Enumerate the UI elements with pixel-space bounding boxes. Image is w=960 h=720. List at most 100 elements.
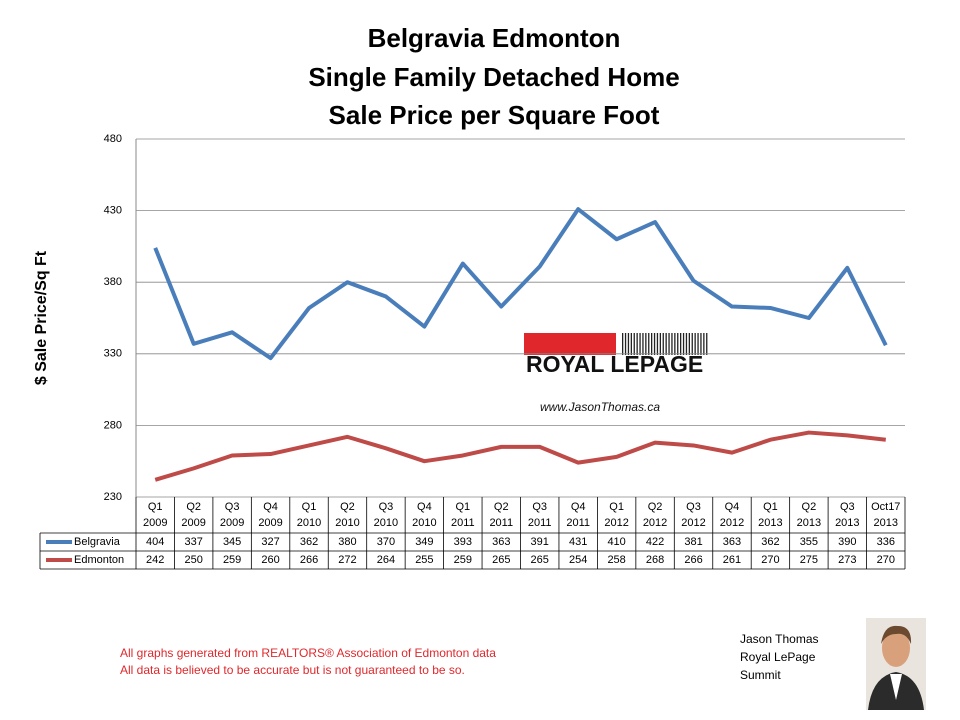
table-value: 272 bbox=[338, 554, 356, 566]
logo-bar bbox=[697, 333, 699, 355]
table-value: 273 bbox=[838, 554, 856, 566]
table-value: 259 bbox=[223, 554, 241, 566]
author: Jason Thomas bbox=[740, 632, 819, 646]
logo-bar bbox=[706, 333, 708, 355]
table-value: 362 bbox=[761, 536, 779, 548]
logo-bar bbox=[636, 333, 638, 355]
logo-bar bbox=[622, 333, 624, 355]
table-value: 254 bbox=[569, 554, 587, 566]
table-value: 265 bbox=[492, 554, 510, 566]
logo-block bbox=[524, 333, 616, 355]
y-tick-label: 380 bbox=[104, 276, 122, 288]
logo-bar bbox=[633, 333, 635, 355]
logo-bar bbox=[674, 333, 676, 355]
x-tick-label: Q1 2011 bbox=[450, 501, 475, 529]
logo-bar bbox=[662, 333, 664, 355]
table-value: 250 bbox=[184, 554, 202, 566]
photo bbox=[866, 618, 926, 710]
x-tick-label: Q3 2010 bbox=[373, 501, 399, 529]
x-tick-label: Q4 2010 bbox=[412, 501, 437, 529]
logo-bar bbox=[648, 333, 650, 355]
x-tick-label: Q1 2009 bbox=[142, 501, 168, 529]
table-value: 337 bbox=[184, 536, 202, 548]
table-value: 327 bbox=[261, 536, 279, 548]
table-value: 381 bbox=[684, 536, 702, 548]
logo-bar bbox=[642, 333, 644, 355]
logo-bar bbox=[645, 333, 647, 355]
logo-bar bbox=[671, 333, 673, 355]
logo-bar bbox=[680, 333, 682, 355]
x-tick-label: Q3 2009 bbox=[219, 501, 245, 529]
table-value: 264 bbox=[377, 554, 395, 566]
table-value: 336 bbox=[877, 536, 895, 548]
logo-bar bbox=[682, 333, 685, 355]
logo-bar bbox=[688, 333, 690, 355]
footnote: All data is believed to be accurate but … bbox=[120, 663, 465, 677]
logo: ROYAL LEPAGE www.JasonThomas.ca bbox=[518, 328, 716, 414]
x-tick-label: Oct17 2013 bbox=[871, 501, 901, 529]
logo-bar bbox=[703, 333, 705, 355]
y-tick-label: 280 bbox=[104, 419, 122, 431]
x-tick-label: Q2 2009 bbox=[181, 501, 206, 529]
x-tick-label: Q3 2012 bbox=[681, 501, 706, 529]
logo-bar bbox=[677, 333, 679, 355]
table-value: 258 bbox=[607, 554, 625, 566]
logo-bar bbox=[659, 333, 661, 355]
legend-label: Belgravia bbox=[74, 536, 121, 548]
photo-face bbox=[882, 629, 910, 667]
x-tick-label: Q2 2010 bbox=[335, 501, 360, 529]
x-tick-label: Q3 2011 bbox=[527, 501, 552, 529]
table-value: 363 bbox=[492, 536, 510, 548]
logo-bar bbox=[639, 333, 641, 355]
table-value: 422 bbox=[646, 536, 664, 548]
y-tick-label: 230 bbox=[104, 491, 122, 503]
table-value: 410 bbox=[607, 536, 625, 548]
table-value: 349 bbox=[415, 536, 433, 548]
x-tick-label: Q2 2011 bbox=[489, 501, 514, 529]
x-tick-label: Q4 2011 bbox=[566, 501, 590, 529]
table-value: 431 bbox=[569, 536, 587, 548]
table-value: 270 bbox=[877, 554, 895, 566]
author: Summit bbox=[740, 668, 781, 682]
table-value: 266 bbox=[684, 554, 702, 566]
table-value: 266 bbox=[300, 554, 318, 566]
logo-bar bbox=[653, 333, 656, 355]
table-value: 261 bbox=[723, 554, 741, 566]
chart-subtitle: Sale Price per Square Foot bbox=[329, 100, 660, 130]
legend-label: Edmonton bbox=[74, 554, 124, 566]
x-tick-label: Q1 2013 bbox=[758, 501, 783, 529]
table-value: 370 bbox=[377, 536, 395, 548]
y-tick-label: 430 bbox=[104, 205, 122, 217]
author: Royal LePage bbox=[740, 650, 816, 664]
table-value: 390 bbox=[838, 536, 856, 548]
logo-bar bbox=[700, 333, 702, 355]
table-value: 404 bbox=[146, 536, 164, 548]
table-value: 270 bbox=[761, 554, 779, 566]
x-tick-label: Q2 2013 bbox=[796, 501, 822, 529]
table-value: 260 bbox=[261, 554, 279, 566]
logo-bar bbox=[656, 333, 659, 355]
table-value: 345 bbox=[223, 536, 241, 548]
x-tick-label: Q2 2012 bbox=[642, 501, 668, 529]
x-tick-label: Q3 2013 bbox=[835, 501, 860, 529]
table-value: 268 bbox=[646, 554, 664, 566]
photo-hair bbox=[881, 625, 912, 644]
logo-bars bbox=[622, 333, 708, 355]
series-line bbox=[154, 430, 886, 482]
logo-bar bbox=[668, 333, 670, 355]
photo-shirt bbox=[890, 674, 902, 700]
table-value: 355 bbox=[800, 536, 818, 548]
table-value: 380 bbox=[338, 536, 356, 548]
table-value: 255 bbox=[415, 554, 433, 566]
table-value: 362 bbox=[300, 536, 318, 548]
footnote: All graphs generated from REALTORS® Asso… bbox=[120, 646, 496, 660]
table-value: 393 bbox=[454, 536, 472, 548]
table-value: 265 bbox=[531, 554, 549, 566]
logo-bar bbox=[630, 333, 632, 355]
y-tick-label: 330 bbox=[104, 348, 122, 360]
y-tick-label: 480 bbox=[104, 133, 122, 145]
x-tick-label: Q1 2010 bbox=[296, 501, 322, 529]
logo-bar bbox=[627, 333, 630, 355]
